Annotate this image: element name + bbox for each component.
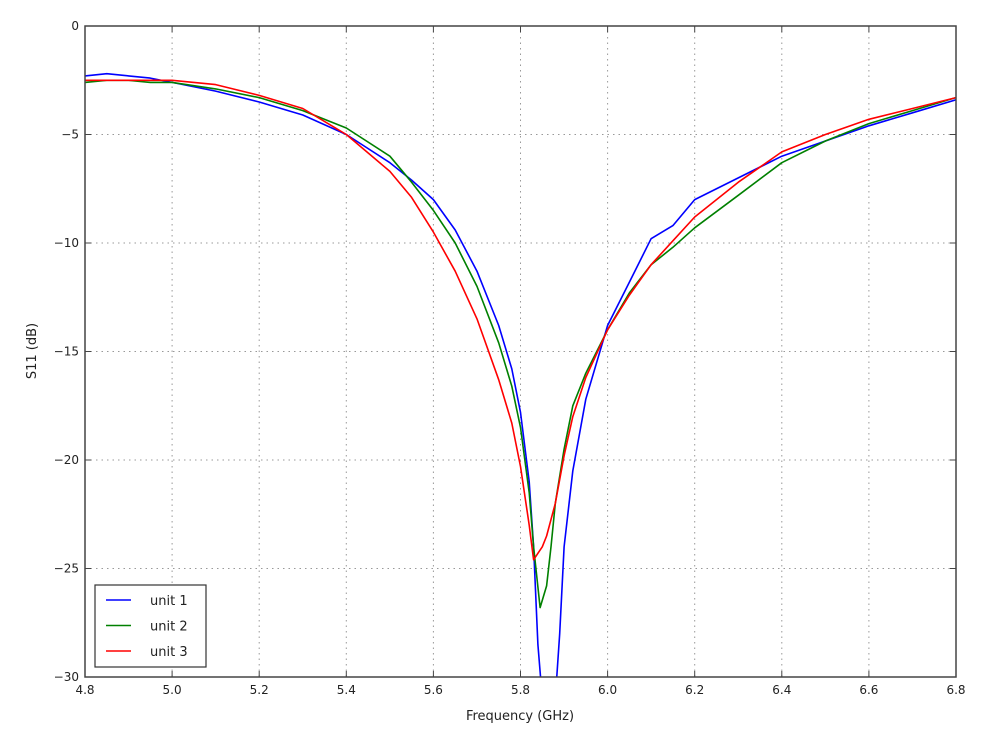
legend: unit 1 unit 2 unit 3 <box>94 584 207 668</box>
y-tick-label: −15 <box>54 345 79 359</box>
legend-label: unit 3 <box>150 645 188 660</box>
x-tick-label: 5.6 <box>424 683 443 697</box>
x-axis-label: Frequency (GHz) <box>466 709 574 724</box>
x-tick-label: 6.2 <box>685 683 704 697</box>
x-tick-label: 6.8 <box>946 683 965 697</box>
x-axis-ticks: 4.8 5.0 5.2 5.4 5.6 5.8 6.0 6.2 6.4 6.6 6.8 <box>75 26 966 697</box>
x-tick-label: 5.0 <box>163 683 182 697</box>
x-tick-label: 4.8 <box>75 683 94 697</box>
legend-label: unit 2 <box>150 620 188 635</box>
series-line-unit-2 <box>85 79 956 609</box>
legend-label: unit 1 <box>150 594 188 609</box>
y-tick-label: −10 <box>54 236 79 250</box>
y-tick-label: −30 <box>54 670 79 684</box>
x-tick-label: 5.4 <box>337 683 356 697</box>
y-tick-label: 0 <box>71 19 79 33</box>
y-axis-ticks: 0 −5 −10 −15 −20 −25 −30 <box>54 19 956 684</box>
y-axis-label: S11 (dB) <box>25 323 40 379</box>
x-tick-label: 5.8 <box>511 683 530 697</box>
grid-lines <box>85 26 956 677</box>
legend-item: unit 2 <box>106 620 188 635</box>
y-tick-label: −25 <box>54 562 79 576</box>
legend-item: unit 3 <box>106 645 188 660</box>
x-tick-label: 6.4 <box>772 683 791 697</box>
series-line-unit-3 <box>85 79 956 561</box>
x-tick-label: 6.0 <box>598 683 617 697</box>
x-tick-label: 6.6 <box>859 683 878 697</box>
legend-item: unit 1 <box>106 594 188 609</box>
x-tick-label: 5.2 <box>250 683 269 697</box>
y-tick-label: −20 <box>54 453 79 467</box>
data-series <box>85 72 956 677</box>
y-tick-label: −5 <box>61 128 79 142</box>
